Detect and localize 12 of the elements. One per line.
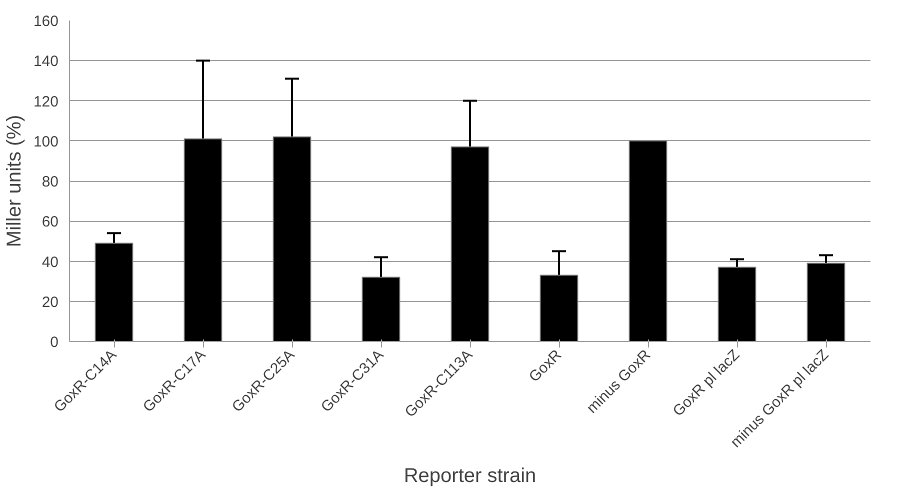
y-tick-label: 140 bbox=[33, 53, 59, 70]
x-axis-title: Reporter strain bbox=[404, 465, 536, 488]
y-tick-label: 0 bbox=[50, 334, 58, 351]
y-tick-label: 40 bbox=[42, 254, 59, 271]
y-tick-label: 20 bbox=[42, 294, 59, 311]
bar bbox=[628, 140, 668, 342]
y-tick-label: 100 bbox=[33, 133, 59, 150]
y-tick-label: 80 bbox=[42, 174, 59, 190]
y-tick-label: 160 bbox=[33, 13, 59, 30]
y-tick-label: 120 bbox=[33, 93, 59, 110]
y-tick-label: 60 bbox=[42, 214, 59, 231]
y-axis-title: Miller units (%) bbox=[3, 114, 26, 248]
